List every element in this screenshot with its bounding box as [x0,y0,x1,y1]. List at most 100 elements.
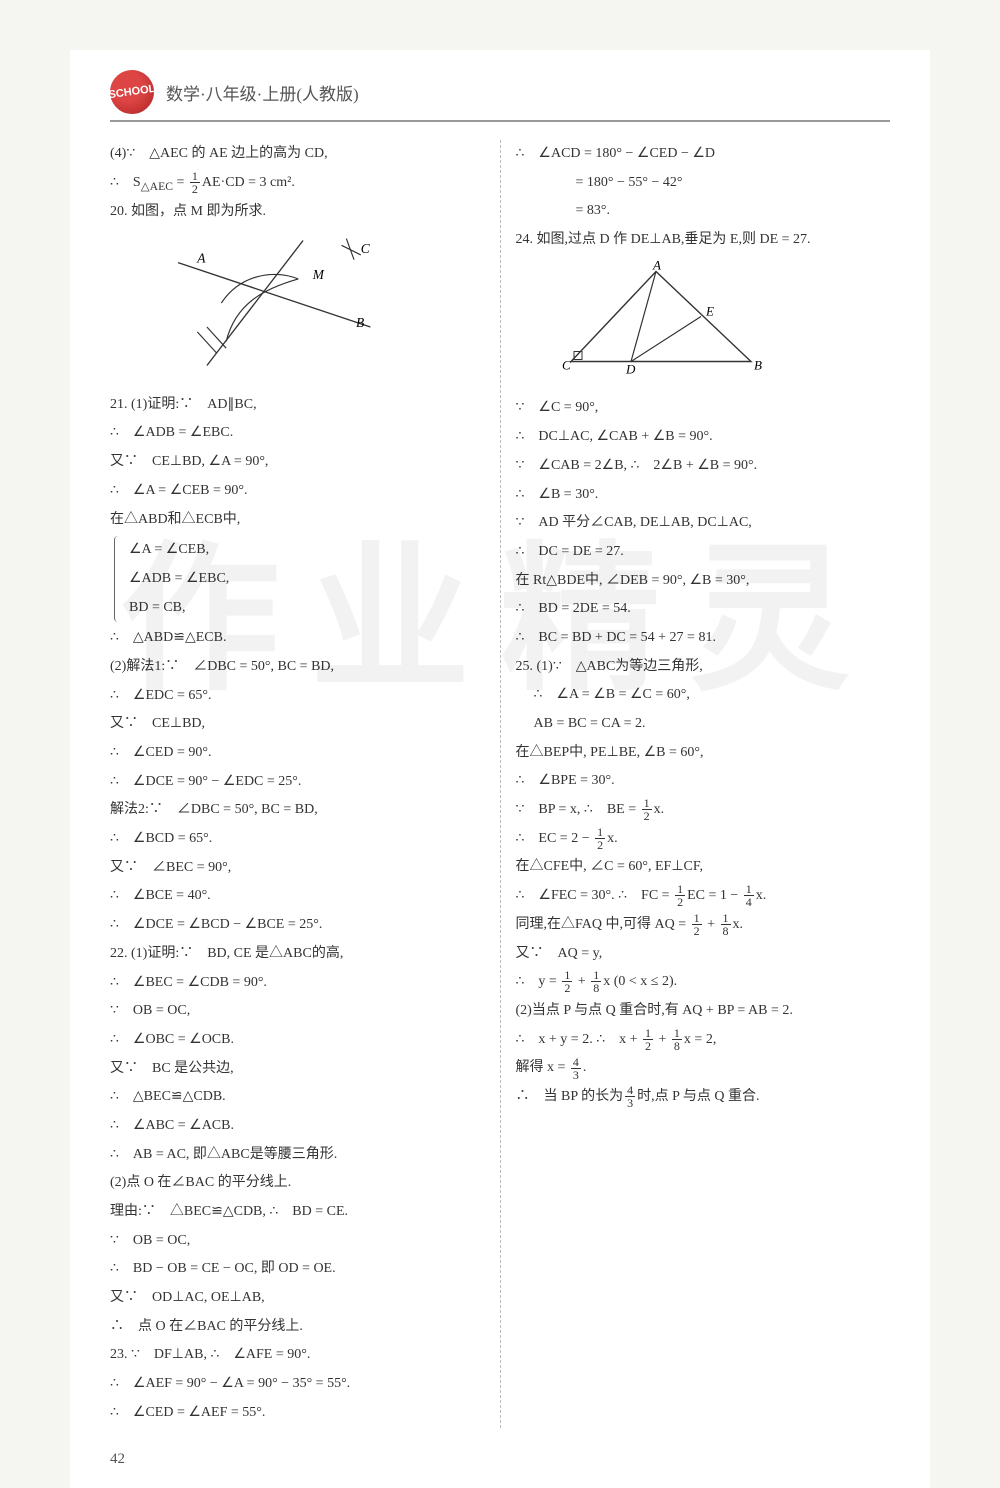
denominator: 2 [595,839,605,851]
text-line: ∴ BC = BD + DC = 54 + 27 = 81. [516,624,891,653]
numerator: 1 [672,1027,682,1040]
text-line: ∴ S△AEC = 12AE·CD = 3 cm². [110,169,485,199]
text-line: 21. (1)证明:∵ AD∥BC, [110,391,485,420]
text-line: 又∵ CE⊥BD, ∠A = 90°, [110,448,485,477]
page: 作业精灵 SCHOOL 数学·八年级·上册(人教版) (4)∵ △AEC 的 A… [70,50,930,1488]
text: ∵ BP = x, ∴ BE = [516,802,640,817]
figure-24: A B C D E [556,259,766,379]
denominator: 8 [721,925,731,937]
text: ∴ ∠FEC = 30°. ∴ FC = [516,888,674,903]
text-line: ∴ ∠B = 30°. [516,481,891,510]
fraction: 18 [721,912,731,937]
fraction: 43 [571,1056,581,1081]
text-line: BD = CB, [129,594,485,623]
text-line: ∵ BP = x, ∴ BE = 12x. [516,796,891,825]
text-line: 解法2:∵ ∠DBC = 50°, BC = BD, [110,796,485,825]
text-line: ∴ BD − OB = CE − OC, 即 OD = OE. [110,1255,485,1284]
fraction: 12 [642,797,652,822]
text-line: 又∵ ∠BEC = 90°, [110,854,485,883]
text: = [173,175,188,190]
denominator: 8 [672,1040,682,1052]
text: 解得 x = [516,1060,569,1075]
text-line: ∴ BD = 2DE = 54. [516,595,891,624]
school-logo-icon: SCHOOL [107,67,157,117]
text: + [704,917,719,932]
text-line: (2)点 O 在∠BAC 的平分线上. [110,1169,485,1198]
fraction: 43 [625,1084,635,1109]
text-line: 理由:∵ △BEC≌△CDB, ∴ BD = CE. [110,1198,485,1227]
fraction: 12 [675,883,685,908]
text-line: 在 Rt△BDE中, ∠DEB = 90°, ∠B = 30°, [516,567,891,596]
text-line: ∴ ∠DCE = ∠BCD − ∠BCE = 25°. [110,911,485,940]
text-line: ∴ 当 BP 的长为43时,点 P 与点 Q 重合. [516,1083,891,1112]
text-line: ∴ y = 12 + 18x (0 < x ≤ 2). [516,968,891,997]
text-line: 20. 如图，点 M 即为所求. [110,198,485,227]
text-line: (2)当点 P 与点 Q 重合时,有 AQ + BP = AB = 2. [516,997,891,1026]
text-line: 23. ∵ DF⊥AB, ∴ ∠AFE = 90°. [110,1341,485,1370]
fraction: 18 [591,969,601,994]
text: ∴ 当 BP 的长为 [516,1089,624,1104]
text: x. [607,831,618,846]
denominator: 3 [625,1097,635,1109]
text-line: ∴ ∠FEC = 30°. ∴ FC = 12EC = 1 − 14x. [516,882,891,911]
text-line: = 83°. [516,197,891,226]
text-line: 同理,在△FAQ 中,可得 AQ = 12 + 18x. [516,911,891,940]
left-column: (4)∵ △AEC 的 AE 边上的高为 CD, ∴ S△AEC = 12AE·… [110,140,485,1428]
text-line: ∴ AB = AC, 即△ABC是等腰三角形. [110,1141,485,1170]
label-e: E [705,303,714,318]
text: 时,点 P 与点 Q 重合. [637,1089,759,1104]
denominator: 2 [190,183,200,195]
text: AE·CD = 3 cm². [202,175,295,190]
text: ∴ x + y = 2. ∴ x + [516,1032,642,1047]
label-a: A [196,251,206,266]
fraction: 12 [595,826,605,851]
text-line: ∴ ∠OBC = ∠OCB. [110,1026,485,1055]
fraction: 12 [692,912,702,937]
text-line: ∴ DC = DE = 27. [516,538,891,567]
text: ∴ EC = 2 − [516,831,594,846]
text-line: 22. (1)证明:∵ BD, CE 是△ABC的高, [110,940,485,969]
text-line: 24. 如图,过点 D 作 DE⊥AB,垂足为 E,则 DE = 27. [516,226,891,255]
text-line: AB = BC = CA = 2. [516,710,891,739]
text: + [655,1032,670,1047]
page-number: 42 [110,1451,125,1468]
label-b: B [754,357,762,372]
fraction: 18 [672,1027,682,1052]
text: + [574,974,589,989]
text-line: ∴ ∠A = ∠B = ∠C = 60°, [516,681,891,710]
numerator: 1 [643,1027,653,1040]
text-line: ∴ ∠BPE = 30°. [516,767,891,796]
text-line: ∴ ∠DCE = 90° − ∠EDC = 25°. [110,768,485,797]
text: 同理,在△FAQ 中,可得 AQ = [516,917,690,932]
denominator: 2 [692,925,702,937]
brace-group: ∠A = ∠CEB, ∠ADB = ∠EBC, BD = CB, [114,536,485,622]
label-m: M [312,267,325,282]
text: x. [756,888,767,903]
text: x. [733,917,744,932]
header-title: 数学·八年级·上册(人教版) [166,80,359,105]
text-line: ∴ ∠ADB = ∠EBC. [110,419,485,448]
text-line: ∴ EC = 2 − 12x. [516,825,891,854]
text-line: ∵ ∠C = 90°, [516,394,891,423]
text-line: (2)解法1:∵ ∠DBC = 50°, BC = BD, [110,653,485,682]
text: ∴ S [110,175,141,190]
label-c: C [361,241,371,256]
text-line: 在△ABD和△ECB中, [110,506,485,535]
text-line: ∴ ∠CED = 90°. [110,739,485,768]
denominator: 2 [642,810,652,822]
text-line: 在△BEP中, PE⊥BE, ∠B = 60°, [516,739,891,768]
text-line: 又∵ CE⊥BD, [110,710,485,739]
denominator: 2 [643,1040,653,1052]
text-line: ∴ 点 O 在∠BAC 的平分线上. [110,1313,485,1342]
subscript: △AEC [141,179,173,192]
text-line: ∵ AD 平分∠CAB, DE⊥AB, DC⊥AC, [516,509,891,538]
fraction: 12 [562,969,572,994]
denominator: 3 [571,1069,581,1081]
text-line: = 180° − 55° − 42° [516,169,891,198]
denominator: 2 [675,896,685,908]
text: ∴ y = [516,974,561,989]
text-line: 又∵ OD⊥AC, OE⊥AB, [110,1284,485,1313]
text: x = 2, [684,1032,716,1047]
content-columns: (4)∵ △AEC 的 AE 边上的高为 CD, ∴ S△AEC = 12AE·… [110,140,890,1428]
fraction: 14 [744,883,754,908]
